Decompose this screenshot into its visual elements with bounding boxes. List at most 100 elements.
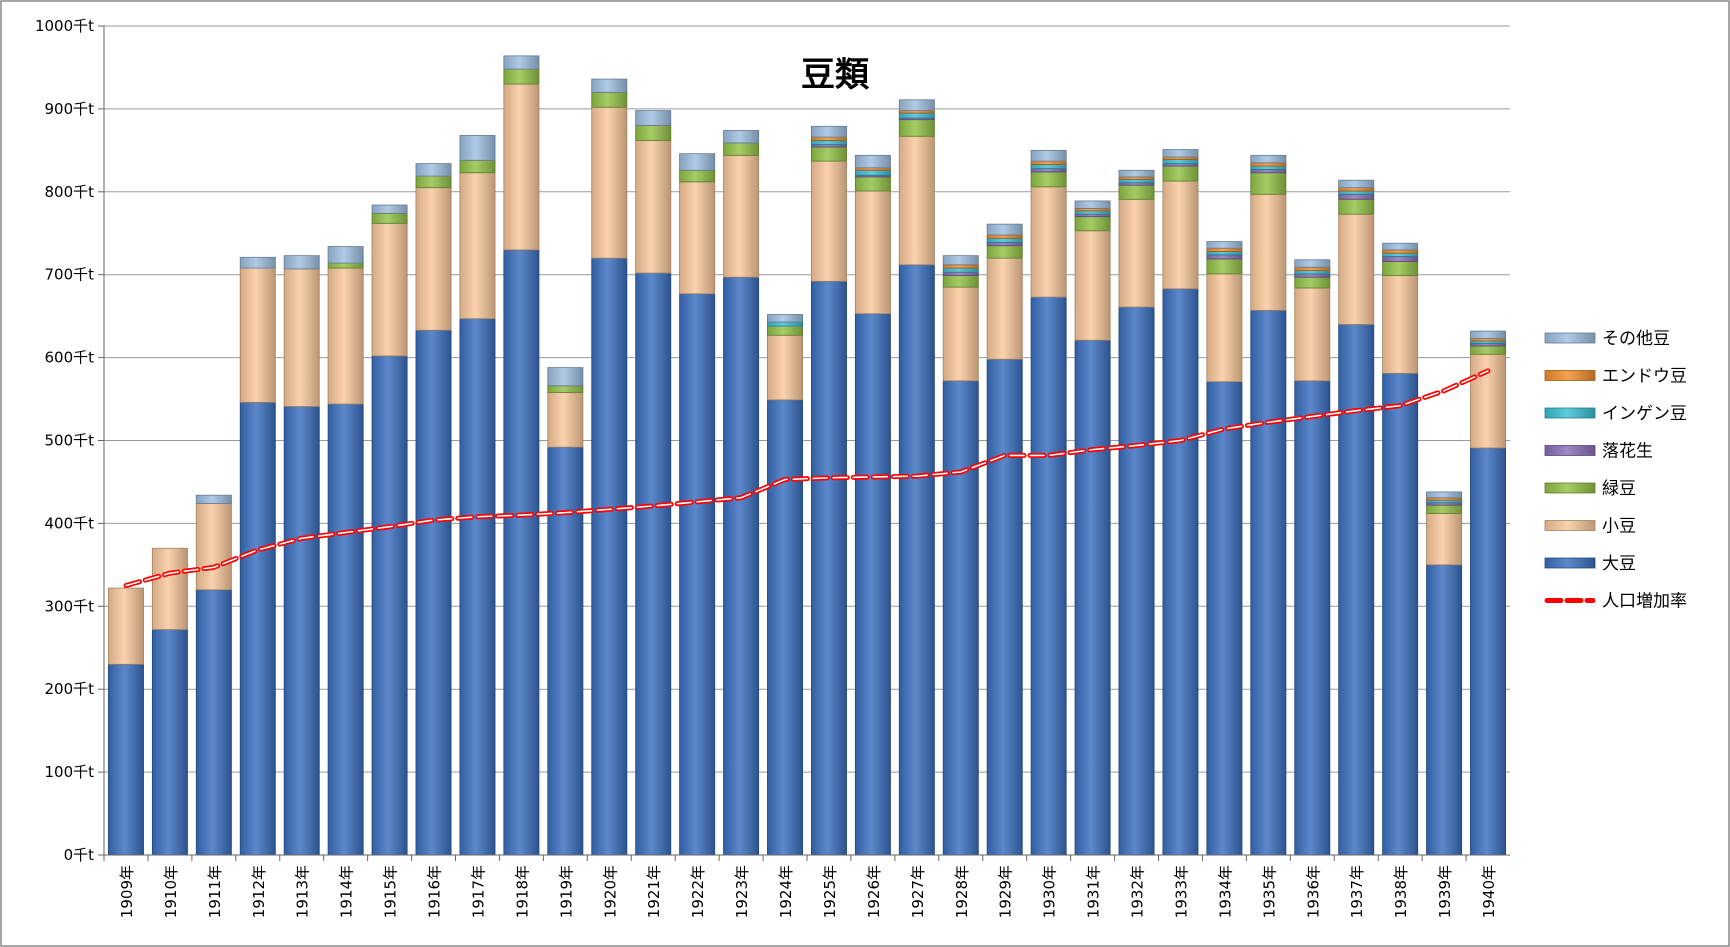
legend-swatch [1544, 482, 1596, 494]
bar-segment [1294, 270, 1331, 275]
bar-segment [854, 169, 891, 176]
bar-segment [1206, 258, 1243, 275]
y-tick-label: 200千t [44, 680, 94, 698]
bar-segment [810, 160, 847, 282]
bar-segment [810, 125, 847, 138]
bar-segment [283, 406, 320, 856]
bar-segment [415, 175, 452, 189]
legend-swatch [1544, 557, 1596, 569]
line-population-growth-highlight [125, 370, 1489, 587]
bar-segment [1338, 324, 1375, 856]
bar-segment [283, 268, 320, 407]
bar-segment [810, 136, 847, 141]
x-tick-label: 1933年 [1172, 865, 1190, 918]
bar-segment [151, 547, 188, 630]
bar-segment [1294, 259, 1331, 268]
bar-segment [1470, 330, 1507, 339]
bar-segment [854, 176, 891, 192]
bar-segment [503, 249, 540, 856]
bar-segment [854, 190, 891, 315]
bar-segment [898, 264, 935, 856]
y-tick-label: 700千t [44, 266, 94, 284]
bar-segment [1030, 160, 1067, 165]
bar-segment [1250, 193, 1287, 311]
bar-segment [1382, 252, 1419, 257]
bar-segment [767, 399, 804, 856]
bar-segment [591, 78, 628, 93]
legend-label: 小豆 [1602, 517, 1636, 537]
bar-segment [547, 392, 584, 448]
x-tick-label: 1920年 [601, 865, 619, 918]
legend-label: その他豆 [1602, 329, 1670, 349]
bar-segment [415, 163, 452, 177]
legend-item: 緑豆 [1544, 479, 1636, 499]
bar-segment [547, 367, 584, 387]
legend-item: インゲン豆 [1544, 404, 1687, 424]
x-tick-label: 1926年 [865, 865, 883, 918]
bar-segment [1250, 162, 1287, 167]
bar-layer [107, 55, 1507, 856]
bar-segment [635, 125, 672, 141]
y-tick-label: 300千t [44, 597, 94, 615]
x-tick-label: 1909年 [118, 865, 136, 918]
bar-segment [986, 241, 1023, 247]
bar-segment [767, 325, 804, 336]
x-tick-label: 1928年 [953, 865, 971, 918]
bar-segment [679, 293, 716, 856]
bar-segment [415, 329, 452, 856]
bar-segment [239, 256, 276, 269]
bar-segment [986, 234, 1023, 239]
x-tick-label: 1914年 [338, 865, 356, 918]
bar-segment [635, 272, 672, 856]
legend-swatch [1544, 332, 1596, 344]
y-tick-label: 400千t [44, 514, 94, 532]
bar-segment [1294, 276, 1331, 289]
legend-label: インゲン豆 [1602, 404, 1687, 424]
bar-segment [1074, 210, 1111, 215]
y-tick-label: 0千t [64, 846, 95, 864]
bar-segment [854, 313, 891, 856]
bar-segment [1206, 381, 1243, 856]
y-tick-label: 100千t [44, 763, 94, 781]
bar-segment [986, 257, 1023, 360]
x-tick-label: 1915年 [382, 865, 400, 918]
bar-segment [1206, 273, 1243, 383]
bar-segment [767, 321, 804, 327]
bar-segment [1162, 180, 1199, 290]
bar-segment [986, 223, 1023, 236]
bar-segment [327, 267, 364, 405]
bar-segment [107, 663, 144, 856]
bar-segment [942, 264, 979, 269]
bar-segment [1030, 296, 1067, 856]
legend-label: 緑豆 [1602, 479, 1636, 499]
bar-segment [195, 589, 232, 856]
bar-segment [415, 187, 452, 331]
bar-segment [1426, 564, 1463, 856]
bar-segment [810, 280, 847, 856]
bar-segment [1250, 169, 1287, 174]
bar-segment [854, 154, 891, 169]
legend-swatch [1544, 520, 1596, 531]
bar-segment [635, 110, 672, 126]
bar-segment [1382, 249, 1419, 254]
x-tick-label: 1934年 [1216, 865, 1234, 918]
bar-segment [1074, 339, 1111, 856]
bar-segment [239, 401, 276, 856]
bar-segment [1382, 275, 1419, 374]
bar-segment [723, 154, 760, 278]
bar-segment [1250, 309, 1287, 856]
bar-segment [898, 119, 935, 137]
bar-segment [1382, 256, 1419, 262]
bar-segment [1030, 171, 1067, 188]
y-tick-label: 1000千t [35, 17, 94, 35]
bar-segment [942, 255, 979, 266]
bar-segment [459, 172, 496, 320]
bar-segment [1162, 288, 1199, 856]
legend-swatch [1544, 407, 1596, 419]
bar-segment [503, 83, 540, 251]
x-tick-label: 1936年 [1304, 865, 1322, 918]
legend-item: 落花生 [1544, 442, 1653, 462]
bar-segment [591, 257, 628, 856]
axis-layer: 0千t 100千t 200千t 300千t 400千t 500千t 600千t 700千t 80… [35, 17, 1510, 918]
